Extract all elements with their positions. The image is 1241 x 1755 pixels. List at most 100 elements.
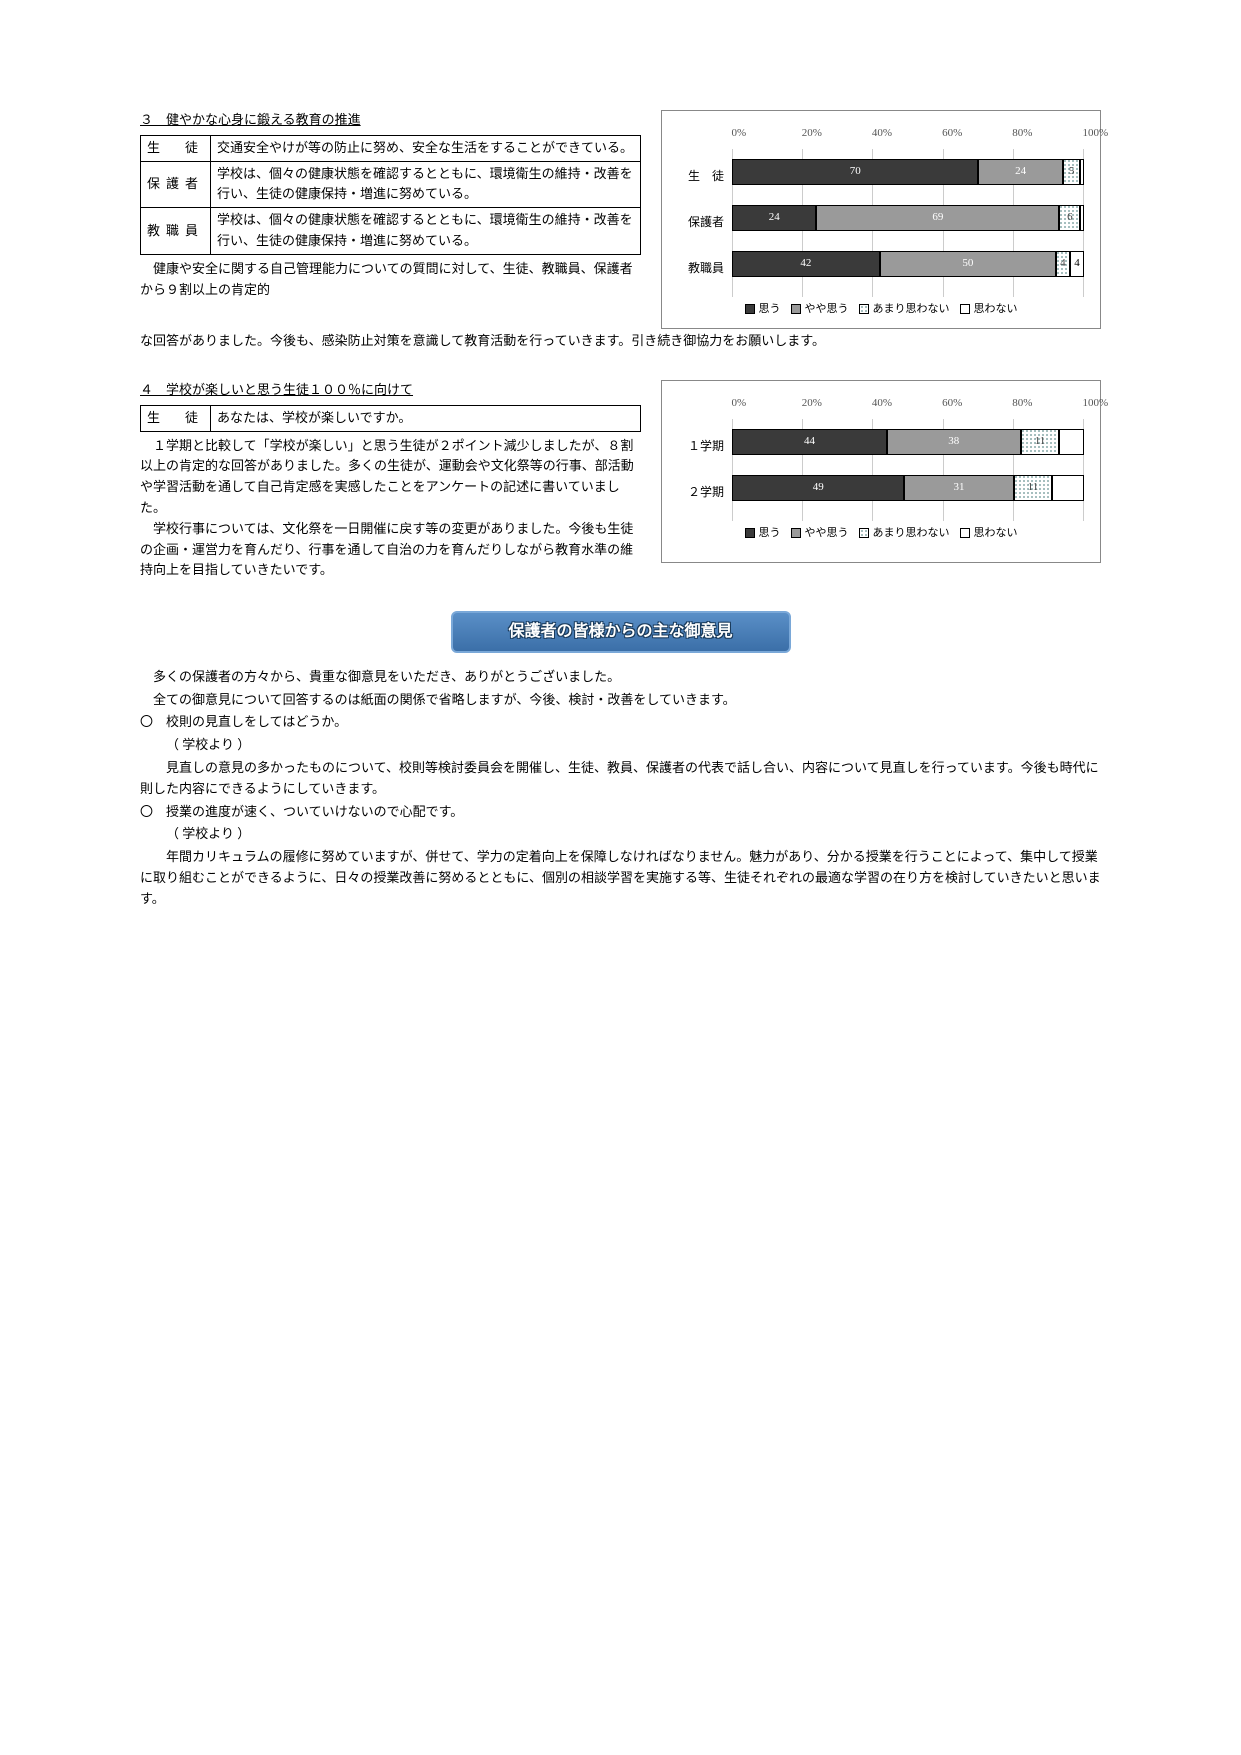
chart-legend: 思う やや思う あまり思わない 思わない xyxy=(678,301,1084,319)
chart-xtick: 80% xyxy=(1012,395,1013,413)
chart-row: 生 徒70245 xyxy=(678,149,1084,195)
bar-segment: 69 xyxy=(816,205,1059,231)
table-row: 教職員 学校は、個々の健康状態を確認するとともに、環境衛生の維持・改善を行い、生… xyxy=(141,208,641,255)
legend-swatch xyxy=(859,528,869,538)
bar-track: 425044 xyxy=(732,251,1084,277)
bar-segment: 49 xyxy=(732,475,904,501)
row-label: 保護者 xyxy=(141,161,211,208)
bar-segment: 4 xyxy=(1070,251,1084,277)
chart-row: 保護者24696 xyxy=(678,195,1084,241)
legend-label: あまり思わない xyxy=(873,301,950,319)
legend-swatch xyxy=(960,528,970,538)
section-4-body-1: １学期と比較して「学校が楽しい」と思う生徒が２ポイント減少しましたが、８割以上の… xyxy=(140,436,641,519)
chart-category-label: 保護者 xyxy=(678,205,732,241)
legend-label: あまり思わない xyxy=(873,525,950,543)
bar-segment xyxy=(1059,429,1084,455)
bar-segment: 38 xyxy=(887,429,1021,455)
section-3-body-2: な回答がありました。今後も、感染防止対策を意識して教育活動を行っていきます。引き… xyxy=(140,331,1101,352)
row-text: 学校は、個々の健康状態を確認するとともに、環境衛生の維持・改善を行い、生徒の健康… xyxy=(211,161,641,208)
chart-plot: 493111 xyxy=(732,475,1084,511)
bar-segment: 44 xyxy=(732,429,887,455)
legend-item: やや思う xyxy=(791,301,849,319)
row-label: 生 徒 xyxy=(141,135,211,161)
bar-segment: 5 xyxy=(1063,159,1081,185)
chart-xtick: 20% xyxy=(802,395,803,413)
feedback-reply-2: 年間カリキュラムの履修に努めていますが、併せて、学力の定着向上を保障しなければな… xyxy=(140,847,1101,909)
legend-label: 思う xyxy=(759,525,781,543)
row-text: あなたは、学校が楽しいですか。 xyxy=(211,405,641,431)
chart-xtick: 60% xyxy=(942,125,943,143)
legend-label: 思わない xyxy=(974,301,1018,319)
chart-plot: 70245 xyxy=(732,159,1084,195)
legend-item: 思う xyxy=(745,301,781,319)
legend-item: 思わない xyxy=(960,525,1018,543)
bar-segment xyxy=(1052,475,1084,501)
feedback-reply-label-1: （ 学校より ） xyxy=(140,735,1101,756)
bar-segment: 24 xyxy=(978,159,1062,185)
chart-plot: 24696 xyxy=(732,205,1084,241)
legend-swatch xyxy=(791,304,801,314)
feedback-intro-2: 全ての御意見について回答するのは紙面の関係で省略しますが、今後、検討・改善をして… xyxy=(140,690,1101,711)
feedback-intro-1: 多くの保護者の方々から、貴重な御意見をいただき、ありがとうございました。 xyxy=(140,667,1101,688)
chart-3: 0%20%40%60%80%100%生 徒70245保護者24696教職員425… xyxy=(661,110,1101,329)
table-row: 生 徒 交通安全やけが等の防止に努め、安全な生活をすることができている。 xyxy=(141,135,641,161)
chart-row: 教職員425044 xyxy=(678,241,1084,287)
bar-segment: 11 xyxy=(1021,429,1060,455)
section-3-table: 生 徒 交通安全やけが等の防止に努め、安全な生活をすることができている。 保護者… xyxy=(140,135,641,255)
section-4-table: 生 徒 あなたは、学校が楽しいですか。 xyxy=(140,405,641,432)
bar-track: 24696 xyxy=(732,205,1084,231)
bar-segment: 50 xyxy=(880,251,1056,277)
legend-item: あまり思わない xyxy=(859,525,950,543)
legend-label: やや思う xyxy=(805,301,849,319)
bar-segment: 11 xyxy=(1014,475,1053,501)
legend-swatch xyxy=(791,528,801,538)
bar-segment xyxy=(1080,205,1084,231)
bar-segment: 42 xyxy=(732,251,880,277)
bar-track: 443811 xyxy=(732,429,1084,455)
section-4-chart: 0%20%40%60%80%100%１学期443811２学期493111思うやや… xyxy=(661,380,1101,563)
bar-segment xyxy=(1080,159,1084,185)
row-text: 学校は、個々の健康状態を確認するとともに、環境衛生の維持・改善を行い、生徒の健康… xyxy=(211,208,641,255)
section-4: ４ 学校が楽しいと思う生徒１００％に向けて 生 徒 あなたは、学校が楽しいですか… xyxy=(140,380,1101,581)
bar-track: 70245 xyxy=(732,159,1084,185)
chart-xtick: 20% xyxy=(802,125,803,143)
bar-segment: 70 xyxy=(732,159,978,185)
section-3-body-1: 健康や安全に関する自己管理能力についての質問に対して、生徒、教職員、保護者から９… xyxy=(140,259,641,301)
row-label: 教職員 xyxy=(141,208,211,255)
legend-swatch xyxy=(745,304,755,314)
chart-category-label: 教職員 xyxy=(678,251,732,287)
chart-legend: 思う やや思う あまり思わない 思わない xyxy=(678,525,1084,543)
legend-swatch xyxy=(960,304,970,314)
table-row: 保護者 学校は、個々の健康状態を確認するとともに、環境衛生の維持・改善を行い、生… xyxy=(141,161,641,208)
legend-item: 思う xyxy=(745,525,781,543)
legend-swatch xyxy=(859,304,869,314)
bar-segment: 24 xyxy=(732,205,816,231)
chart-row: ２学期493111 xyxy=(678,465,1084,511)
section-3: ３ 健やかな心身に鍛える教育の推進 生 徒 交通安全やけが等の防止に努め、安全な… xyxy=(140,110,1101,329)
section-4-title: ４ 学校が楽しいと思う生徒１００％に向けて xyxy=(140,380,641,401)
feedback-banner: 保護者の皆様からの主な御意見 xyxy=(451,611,791,653)
legend-item: やや思う xyxy=(791,525,849,543)
feedback-q-2: 〇 授業の進度が速く、ついていけないので心配です。 xyxy=(140,802,1101,823)
section-4-body-2: 学校行事については、文化祭を一日開催に戻す等の変更がありました。今後も生徒の企画… xyxy=(140,519,641,581)
chart-xtick: 0% xyxy=(732,395,733,413)
legend-item: あまり思わない xyxy=(859,301,950,319)
feedback-q-1: 〇 校則の見直しをしてはどうか。 xyxy=(140,712,1101,733)
feedback-reply-label-2: （ 学校より ） xyxy=(140,824,1101,845)
row-label: 生 徒 xyxy=(141,405,211,431)
chart-xtick: 80% xyxy=(1012,125,1013,143)
feedback-section: 多くの保護者の方々から、貴重な御意見をいただき、ありがとうございました。 全ての… xyxy=(140,667,1101,910)
section-3-title: ３ 健やかな心身に鍛える教育の推進 xyxy=(140,110,641,131)
chart-xtick: 40% xyxy=(872,395,873,413)
chart-category-label: 生 徒 xyxy=(678,159,732,195)
legend-label: 思う xyxy=(759,301,781,319)
chart-xtick: 100% xyxy=(1082,395,1083,413)
chart-plot: 443811 xyxy=(732,429,1084,465)
chart-xtick: 0% xyxy=(732,125,733,143)
legend-label: 思わない xyxy=(974,525,1018,543)
row-text: 交通安全やけが等の防止に努め、安全な生活をすることができている。 xyxy=(211,135,641,161)
legend-label: やや思う xyxy=(805,525,849,543)
chart-xtick: 60% xyxy=(942,395,943,413)
bar-segment: 31 xyxy=(904,475,1013,501)
chart-4: 0%20%40%60%80%100%１学期443811２学期493111思うやや… xyxy=(661,380,1101,563)
